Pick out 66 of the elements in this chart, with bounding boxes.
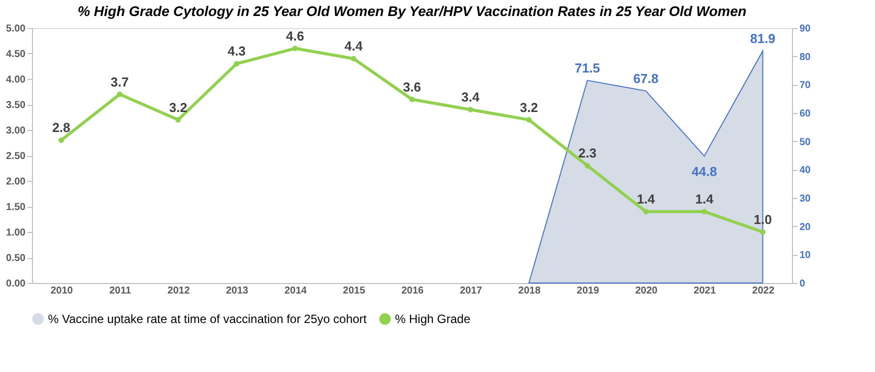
chart-title: % High Grade Cytology in 25 Year Old Women By Year/HPV Vaccination Rates in 25 Year Old Women xyxy=(78,3,746,19)
x-tick-label: 2019 xyxy=(576,286,600,296)
x-tick-label: 2018 xyxy=(518,286,541,296)
y2-tick-label: 10 xyxy=(800,250,812,262)
point xyxy=(760,229,766,235)
y2-tick-label: 90 xyxy=(800,24,812,34)
y2-tick-label: 30 xyxy=(800,194,812,204)
x-tick-label: 2015 xyxy=(342,286,366,296)
y-tick-label: 4.50 xyxy=(6,49,26,60)
x-tick-label: 2012 xyxy=(168,286,190,296)
y2-tick-label: 70 xyxy=(800,80,812,92)
point xyxy=(584,162,590,168)
data-label: 81.9 xyxy=(750,30,776,46)
y-tick-label: 2.50 xyxy=(6,151,26,162)
point xyxy=(468,106,474,112)
data-label: 3.2 xyxy=(520,100,538,115)
data-label: 67.8 xyxy=(633,70,658,86)
x-tick-label: 2022 xyxy=(752,286,775,296)
data-label: 2.3 xyxy=(578,146,596,161)
point xyxy=(292,46,298,52)
x-tick-label: 2021 xyxy=(694,286,716,296)
x-tick-label: 2016 xyxy=(401,286,424,296)
y-tick-label: 5.00 xyxy=(6,24,26,34)
point xyxy=(58,137,64,143)
y2-tick-label: 0 xyxy=(800,278,806,290)
data-label: 3.2 xyxy=(169,100,188,115)
point xyxy=(234,60,240,66)
data-label: 3.7 xyxy=(110,74,129,90)
y2-tick-label: 50 xyxy=(800,136,812,148)
point xyxy=(409,96,415,102)
x-tick-label: 2011 xyxy=(109,286,132,296)
y2-tick-label: 20 xyxy=(800,222,812,233)
x-tick-label: 2017 xyxy=(460,286,483,296)
data-label: 4.6 xyxy=(286,28,304,44)
data-label: 4.4 xyxy=(344,38,364,54)
data-label: 1.4 xyxy=(695,192,714,207)
point xyxy=(643,208,649,214)
x-tick-label: 2013 xyxy=(226,286,249,296)
data-label: 71.5 xyxy=(574,60,600,76)
point xyxy=(526,117,532,123)
point xyxy=(702,208,708,214)
point xyxy=(175,117,181,123)
y2-tick-label: 60 xyxy=(800,108,812,120)
x-tick-label: 2010 xyxy=(50,286,74,296)
y-tick-label: 1.50 xyxy=(6,202,26,213)
data-label: 3.6 xyxy=(402,79,422,94)
x-tick-label: 2014 xyxy=(284,286,308,296)
point xyxy=(350,56,356,62)
y-tick-label: 4.00 xyxy=(6,74,26,86)
y2-tick-label: 80 xyxy=(800,52,812,63)
data-label: 44.8 xyxy=(692,164,717,180)
y-tick-label: 2.00 xyxy=(6,176,26,188)
y-tick-label: 0.00 xyxy=(6,278,26,290)
data-label: 3.4 xyxy=(461,90,480,105)
x-tick-label: 2020 xyxy=(635,286,658,296)
y-tick-label: 1.00 xyxy=(6,228,26,238)
data-label: 4.3 xyxy=(228,44,246,59)
point xyxy=(116,92,122,98)
y2-tick-label: 40 xyxy=(800,165,812,176)
legend-label: % Vaccine uptake rate at time of vaccination for 25yo cohort xyxy=(48,312,368,326)
legend-label: % High Grade xyxy=(395,312,471,326)
data-label: 1.4 xyxy=(636,192,656,207)
y-tick-label: 3.00 xyxy=(6,126,26,136)
data-label: 2.8 xyxy=(52,120,70,136)
y-tick-label: 3.50 xyxy=(6,100,26,111)
y-tick-label: 0.50 xyxy=(6,253,26,264)
